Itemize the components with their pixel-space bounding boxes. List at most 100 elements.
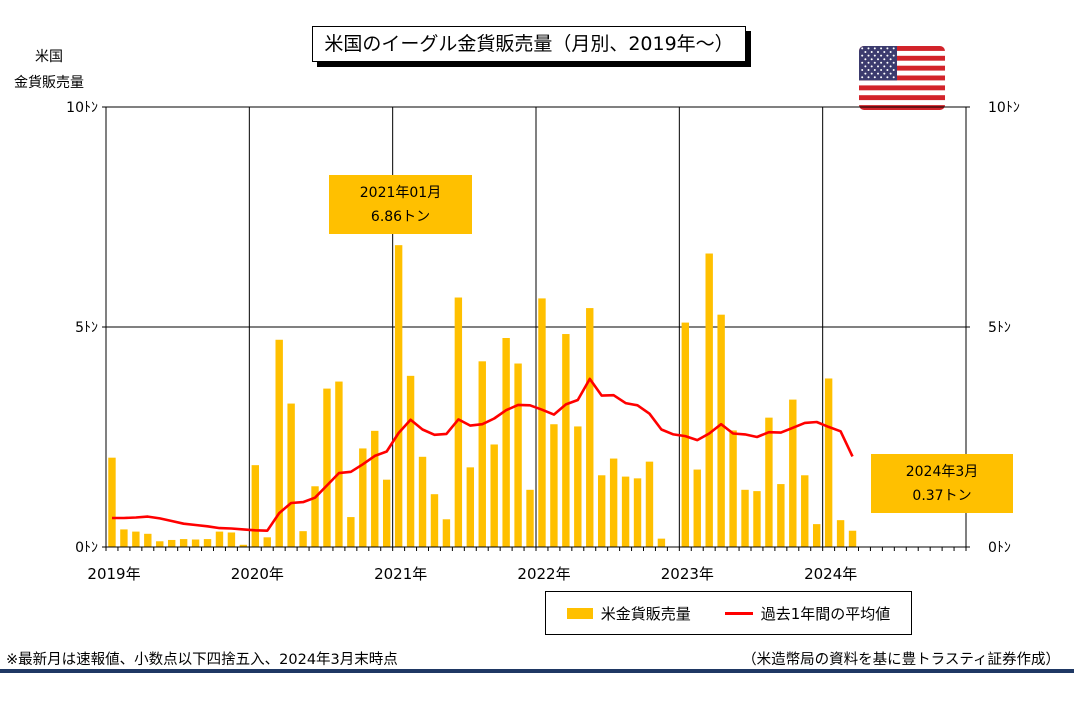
bar [120,529,128,547]
bar [633,478,642,547]
flag-star [877,65,879,68]
tick-labels: 0ﾄﾝ 5ﾄﾝ 10ﾄﾝ 0ﾄﾝ 5ﾄﾝ 10ﾄﾝ 2019年 2020年 2021年 2022年… [66,100,1020,583]
grid-lines [106,106,966,547]
bar [406,375,415,547]
bar [371,430,379,547]
flag-star [877,58,879,61]
x-tick-label: 2020年 [231,565,284,583]
bar [609,458,618,547]
bottom-rule [0,669,1074,673]
legend: 米金貨販売量 過去1年間の平均値 [545,591,912,635]
flag-star [867,54,870,57]
legend-item-bar: 米金貨販売量 [566,603,691,624]
y-tick-label-left: 0ﾄﾝ [75,540,98,556]
y-tick-label-right: 10ﾄﾝ [988,100,1020,116]
bar [299,531,307,547]
bar [705,253,713,547]
flag-star [861,61,864,64]
legend-line-label: 過去1年間の平均値 [760,604,891,623]
y-tick-label-left: 5ﾄﾝ [75,320,98,336]
bar [514,363,522,547]
legend-item-line: 過去1年間の平均値 [724,603,891,624]
flag-star [886,47,889,50]
flag-star [870,58,873,61]
bar [430,494,439,547]
bar [753,491,761,547]
flag-star [889,58,892,61]
bar [836,520,845,547]
flag-star [873,76,876,79]
annotation-latest-value: 0.37トン [912,487,972,504]
flag-star [864,65,867,68]
flag-star [883,72,886,75]
annotation-peak-value: 6.86トン [370,208,431,225]
bar [812,524,821,547]
bar [132,531,140,547]
x-tick-label: 2023年 [661,565,714,583]
y-axis-unit-label: 米国 金貨販売量 [6,44,92,96]
flag-star [870,65,873,68]
us-flag-icon [859,46,945,110]
flag-star [886,69,889,71]
flag-star [861,47,864,50]
flag-star [861,76,864,79]
flag-star [864,51,867,53]
flag-star [861,54,864,57]
flag-star [892,76,895,79]
bar [251,465,260,547]
bar [693,469,701,547]
flag-star [880,54,883,57]
flag-star [873,47,876,50]
flag-star [880,61,883,64]
flag-star [886,76,889,79]
flag-star [870,72,873,75]
bar [311,486,319,547]
y-axis-unit-line1: 米国 [35,49,63,65]
avg-line [112,377,854,532]
bar [502,338,510,547]
bar [418,456,427,547]
bar [156,541,164,547]
bar [167,539,176,547]
flag-star [889,72,892,75]
annotation-latest: 2024年3月 0.37トン [871,454,1013,513]
flag-star [892,61,895,64]
flag-star [886,54,889,57]
bar [717,314,725,547]
bar [550,424,558,547]
flag-star [864,58,867,61]
bar [191,539,200,547]
bar [526,489,534,547]
flag-star [877,72,879,75]
bar [777,484,785,547]
bar [848,530,857,547]
x-tick-label: 2019年 [87,565,140,583]
bar-series [108,245,857,547]
source-note: （米造幣局の資料を基に豊トラスティ証券作成） [742,652,1060,668]
chart-title: 米国のイーグル金貨販売量（月別、2019年～） [312,26,746,62]
bar [335,381,343,547]
flag-star [883,65,886,68]
annotation-peak-date: 2021年01月 [359,184,442,201]
bar [227,532,236,547]
flag-star [873,61,876,64]
flag-star [861,69,864,71]
bar [801,475,809,547]
flag-star [892,54,895,57]
bar [454,297,463,547]
bar [586,308,594,547]
bar [275,339,283,547]
bar [538,298,546,547]
bar [621,476,630,547]
y-tick-label-right: 0ﾄﾝ [988,540,1011,556]
bar [645,461,654,547]
y-tick-label-right: 5ﾄﾝ [988,320,1011,336]
flag-star [892,69,895,71]
axes [102,106,970,551]
bar [597,475,606,547]
bar [789,399,797,547]
bar [287,403,295,547]
bar [239,544,248,547]
flag-star [892,47,895,50]
